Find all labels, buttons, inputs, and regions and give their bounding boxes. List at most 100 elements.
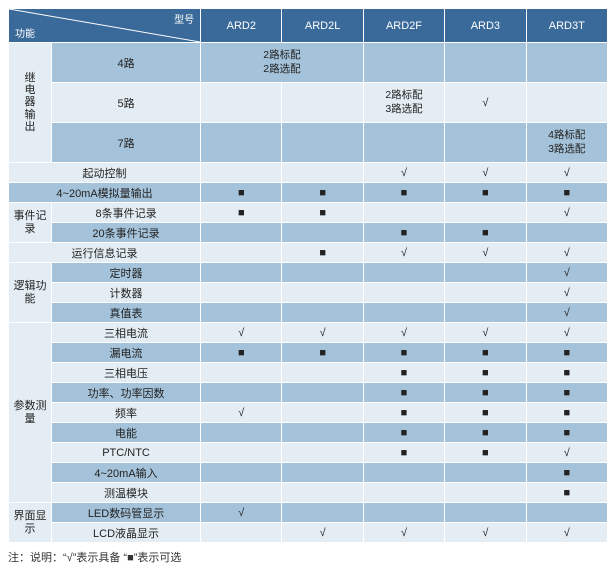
value-cell (282, 283, 363, 303)
value-cell: √ (363, 163, 444, 183)
feature-cell: 功率、功率因数 (51, 383, 200, 403)
value-cell: ■ (445, 363, 526, 383)
value-cell (201, 523, 282, 543)
table-row: 功率、功率因数■■■ (9, 383, 608, 403)
value-cell: √ (363, 243, 444, 263)
value-cell (445, 283, 526, 303)
value-cell: ■ (363, 183, 444, 203)
table-row: 4~20mA模拟量输出■■■■■ (9, 183, 608, 203)
value-cell: √ (201, 503, 282, 523)
value-cell: √ (526, 203, 607, 223)
corner-cell: 型号 功能 (9, 9, 201, 43)
value-cell (282, 423, 363, 443)
value-cell (201, 123, 282, 163)
value-cell (445, 503, 526, 523)
value-cell (526, 83, 607, 123)
feature-cell: 定时器 (51, 263, 200, 283)
value-cell: ■ (282, 183, 363, 203)
value-cell: ■ (363, 223, 444, 243)
value-cell (282, 163, 363, 183)
value-cell: ■ (201, 203, 282, 223)
model-header-1: ARD2L (282, 9, 363, 43)
table-row: 真值表√ (9, 303, 608, 323)
category-cell: 逻辑功能 (9, 263, 52, 323)
value-cell (445, 43, 526, 83)
value-cell (526, 223, 607, 243)
table-row: 继电器输出4路2路标配2路选配 (9, 43, 608, 83)
value-cell: √ (526, 443, 607, 463)
model-header-4: ARD3T (526, 9, 607, 43)
value-cell: ■ (445, 383, 526, 403)
table-row: LCD液晶显示√√√√ (9, 523, 608, 543)
value-cell (363, 483, 444, 503)
corner-bottom-label: 功能 (15, 25, 35, 40)
corner-top-label: 型号 (174, 11, 194, 26)
value-cell: ■ (445, 403, 526, 423)
value-cell (282, 383, 363, 403)
category-cell: 继电器输出 (9, 43, 52, 163)
table-row: 20条事件记录■■ (9, 223, 608, 243)
value-cell (282, 483, 363, 503)
value-cell (282, 463, 363, 483)
value-cell (201, 423, 282, 443)
value-cell: ■ (445, 443, 526, 463)
value-cell: √ (201, 323, 282, 343)
value-cell (282, 223, 363, 243)
value-cell (201, 363, 282, 383)
value-cell (201, 463, 282, 483)
value-cell: ■ (526, 343, 607, 363)
table-row: 计数器√ (9, 283, 608, 303)
value-cell (201, 263, 282, 283)
table-row: 4~20mA输入■ (9, 463, 608, 483)
feature-cell: 真值表 (51, 303, 200, 323)
value-cell: √ (445, 323, 526, 343)
value-cell: ■ (201, 343, 282, 363)
value-cell: √ (526, 163, 607, 183)
value-cell (445, 483, 526, 503)
table-row: 频率√■■■ (9, 403, 608, 423)
feature-cell: 5路 (51, 83, 200, 123)
value-cell (526, 43, 607, 83)
category-cell: 参数测量 (9, 323, 52, 503)
value-cell: ■ (363, 343, 444, 363)
value-cell (201, 163, 282, 183)
value-cell (282, 503, 363, 523)
table-row: 7路4路标配3路选配 (9, 123, 608, 163)
table-row: 参数测量三相电流√√√√√ (9, 323, 608, 343)
feature-cell: 漏电流 (51, 343, 200, 363)
value-cell: ■ (201, 183, 282, 203)
value-cell (363, 43, 444, 83)
value-cell (445, 203, 526, 223)
value-cell: √ (526, 323, 607, 343)
value-cell (282, 403, 363, 423)
table-row: 界面显示LED数码管显示√ (9, 503, 608, 523)
table-row: 事件记录8条事件记录■■√ (9, 203, 608, 223)
feature-cell: 20条事件记录 (51, 223, 200, 243)
table-row: 电能■■■ (9, 423, 608, 443)
value-cell (201, 243, 282, 263)
value-cell: ■ (363, 403, 444, 423)
feature-cell: 7路 (51, 123, 200, 163)
value-cell (282, 363, 363, 383)
spec-table: 型号 功能 ARD2 ARD2L ARD2F ARD3 ARD3T 继电器输出4… (8, 8, 608, 543)
table-body: 继电器输出4路2路标配2路选配5路2路标配3路选配√7路4路标配3路选配起动控制… (9, 43, 608, 543)
value-cell: ■ (445, 423, 526, 443)
value-cell (282, 263, 363, 283)
value-cell (201, 283, 282, 303)
feature-cell: 4路 (51, 43, 200, 83)
category-cell: 事件记录 (9, 203, 52, 243)
value-cell: √ (282, 323, 363, 343)
feature-cell: 计数器 (51, 283, 200, 303)
value-cell (201, 83, 282, 123)
table-row: 运行信息记录■√√√ (9, 243, 608, 263)
value-cell (363, 123, 444, 163)
value-cell: √ (445, 523, 526, 543)
feature-cell: 测温模块 (51, 483, 200, 503)
value-cell (363, 283, 444, 303)
feature-cell: LCD液晶显示 (51, 523, 200, 543)
value-cell (445, 263, 526, 283)
value-cell: 2路标配2路选配 (201, 43, 364, 83)
value-cell (282, 303, 363, 323)
value-cell: √ (445, 83, 526, 123)
value-cell (363, 303, 444, 323)
